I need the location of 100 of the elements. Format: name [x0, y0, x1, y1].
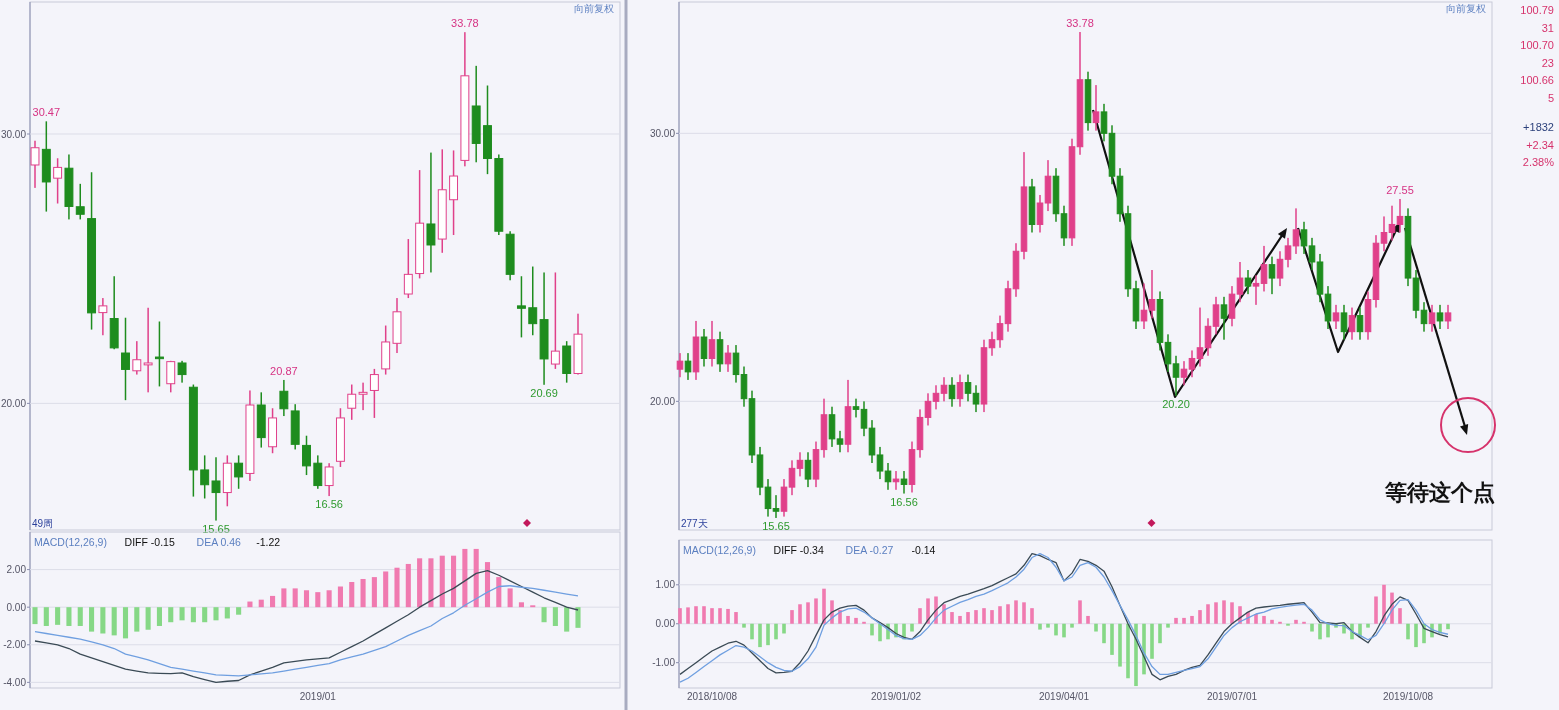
bar: [383, 571, 389, 608]
bar: [1070, 623, 1074, 628]
y-tick-label: -2.00: [3, 639, 27, 651]
candlestick: [772, 495, 780, 518]
bar: [1190, 615, 1194, 624]
bar: [575, 607, 581, 628]
bar: [1102, 623, 1106, 644]
y-tick-label: -1.00: [652, 657, 676, 669]
bar: [43, 607, 49, 626]
candlestick: [426, 152, 436, 273]
annotation: 20.20: [1162, 397, 1190, 410]
bar: [258, 599, 264, 608]
bar: [726, 608, 730, 624]
bar: [394, 567, 400, 608]
annotation: -1.22: [256, 536, 281, 548]
annotation: MACD(12,26,9): [34, 536, 107, 548]
bar: [168, 607, 174, 623]
text: 100.79: [1520, 4, 1554, 16]
bar: [496, 577, 502, 608]
y-tick-label: 20.00: [649, 395, 676, 407]
bar: [1206, 604, 1210, 624]
annotation: 等待这个点: [1384, 480, 1495, 505]
bar: [846, 615, 850, 624]
bar: [303, 590, 310, 608]
bar: [750, 623, 754, 640]
bar: [541, 607, 547, 623]
bar: [1230, 602, 1234, 624]
bar: [552, 607, 558, 626]
annotation: DIFF -0.34: [773, 544, 824, 556]
bar: [190, 607, 196, 623]
bar: [942, 604, 946, 624]
annotation: 30.47: [32, 106, 61, 119]
bar: [734, 612, 738, 624]
bar: [766, 623, 770, 646]
x-tick-label: 2019/07/01: [1206, 691, 1258, 702]
text: 23: [1541, 56, 1554, 69]
annotation: 16.56: [315, 498, 343, 511]
bar: [694, 606, 698, 624]
bar: [1006, 604, 1010, 624]
bar: [1254, 614, 1258, 624]
bar: [1198, 610, 1202, 624]
bar: [89, 607, 95, 632]
bar: [742, 623, 746, 628]
text: 2.38%: [1522, 156, 1555, 168]
x-tick-label: 2019/01/02: [870, 691, 922, 702]
annotation: 33.78: [1066, 17, 1094, 30]
bar: [55, 607, 61, 625]
bar: [349, 582, 355, 608]
bar: [1270, 619, 1274, 624]
bar: [1310, 623, 1314, 632]
bar: [718, 608, 722, 624]
candlestick: [1092, 85, 1100, 131]
bar: [974, 610, 978, 624]
annotation: 20.87: [270, 364, 298, 377]
candlestick: [528, 266, 538, 336]
bar: [405, 563, 411, 608]
bar: [798, 604, 802, 624]
bar: [518, 602, 524, 608]
annotation: 49周: [32, 518, 54, 529]
bar: [66, 607, 72, 626]
candlestick: [1252, 275, 1260, 305]
annotation: -0.14: [911, 544, 936, 556]
bar: [213, 607, 219, 621]
bar: [1414, 623, 1418, 648]
bar: [236, 607, 242, 615]
bar: [702, 606, 706, 624]
bar: [990, 610, 994, 624]
bar: [77, 607, 83, 626]
bar: [1062, 623, 1066, 638]
bar: [360, 578, 366, 608]
bar: [814, 598, 818, 624]
y-tick-label: 2.00: [6, 564, 27, 576]
bar: [1158, 623, 1162, 644]
bar: [417, 558, 423, 608]
text: +2.34: [1526, 138, 1554, 151]
bar: [326, 590, 332, 608]
bar: [806, 602, 810, 624]
bar: [484, 562, 491, 608]
bar: [1118, 623, 1122, 667]
x-tick-label: 2019/04/01: [1038, 691, 1090, 702]
bar: [1374, 596, 1378, 624]
bar: [1326, 623, 1330, 638]
bar: [774, 623, 778, 640]
bar: [1038, 623, 1042, 630]
bar: [111, 607, 117, 636]
bar: [462, 548, 468, 608]
bar: [1382, 584, 1386, 624]
bar: [371, 577, 377, 608]
bar: [878, 623, 882, 642]
annotation: DEA -0.27: [845, 544, 894, 556]
bar: [202, 607, 208, 623]
bar: [292, 588, 298, 608]
candlestick: [1396, 199, 1404, 233]
candlestick: [98, 298, 108, 336]
bar: [1398, 608, 1402, 624]
bar: [100, 607, 106, 634]
bar: [1366, 623, 1370, 628]
candlestick: [211, 457, 221, 521]
bar: [1222, 600, 1226, 624]
y-tick-label: 20.00: [0, 397, 27, 409]
